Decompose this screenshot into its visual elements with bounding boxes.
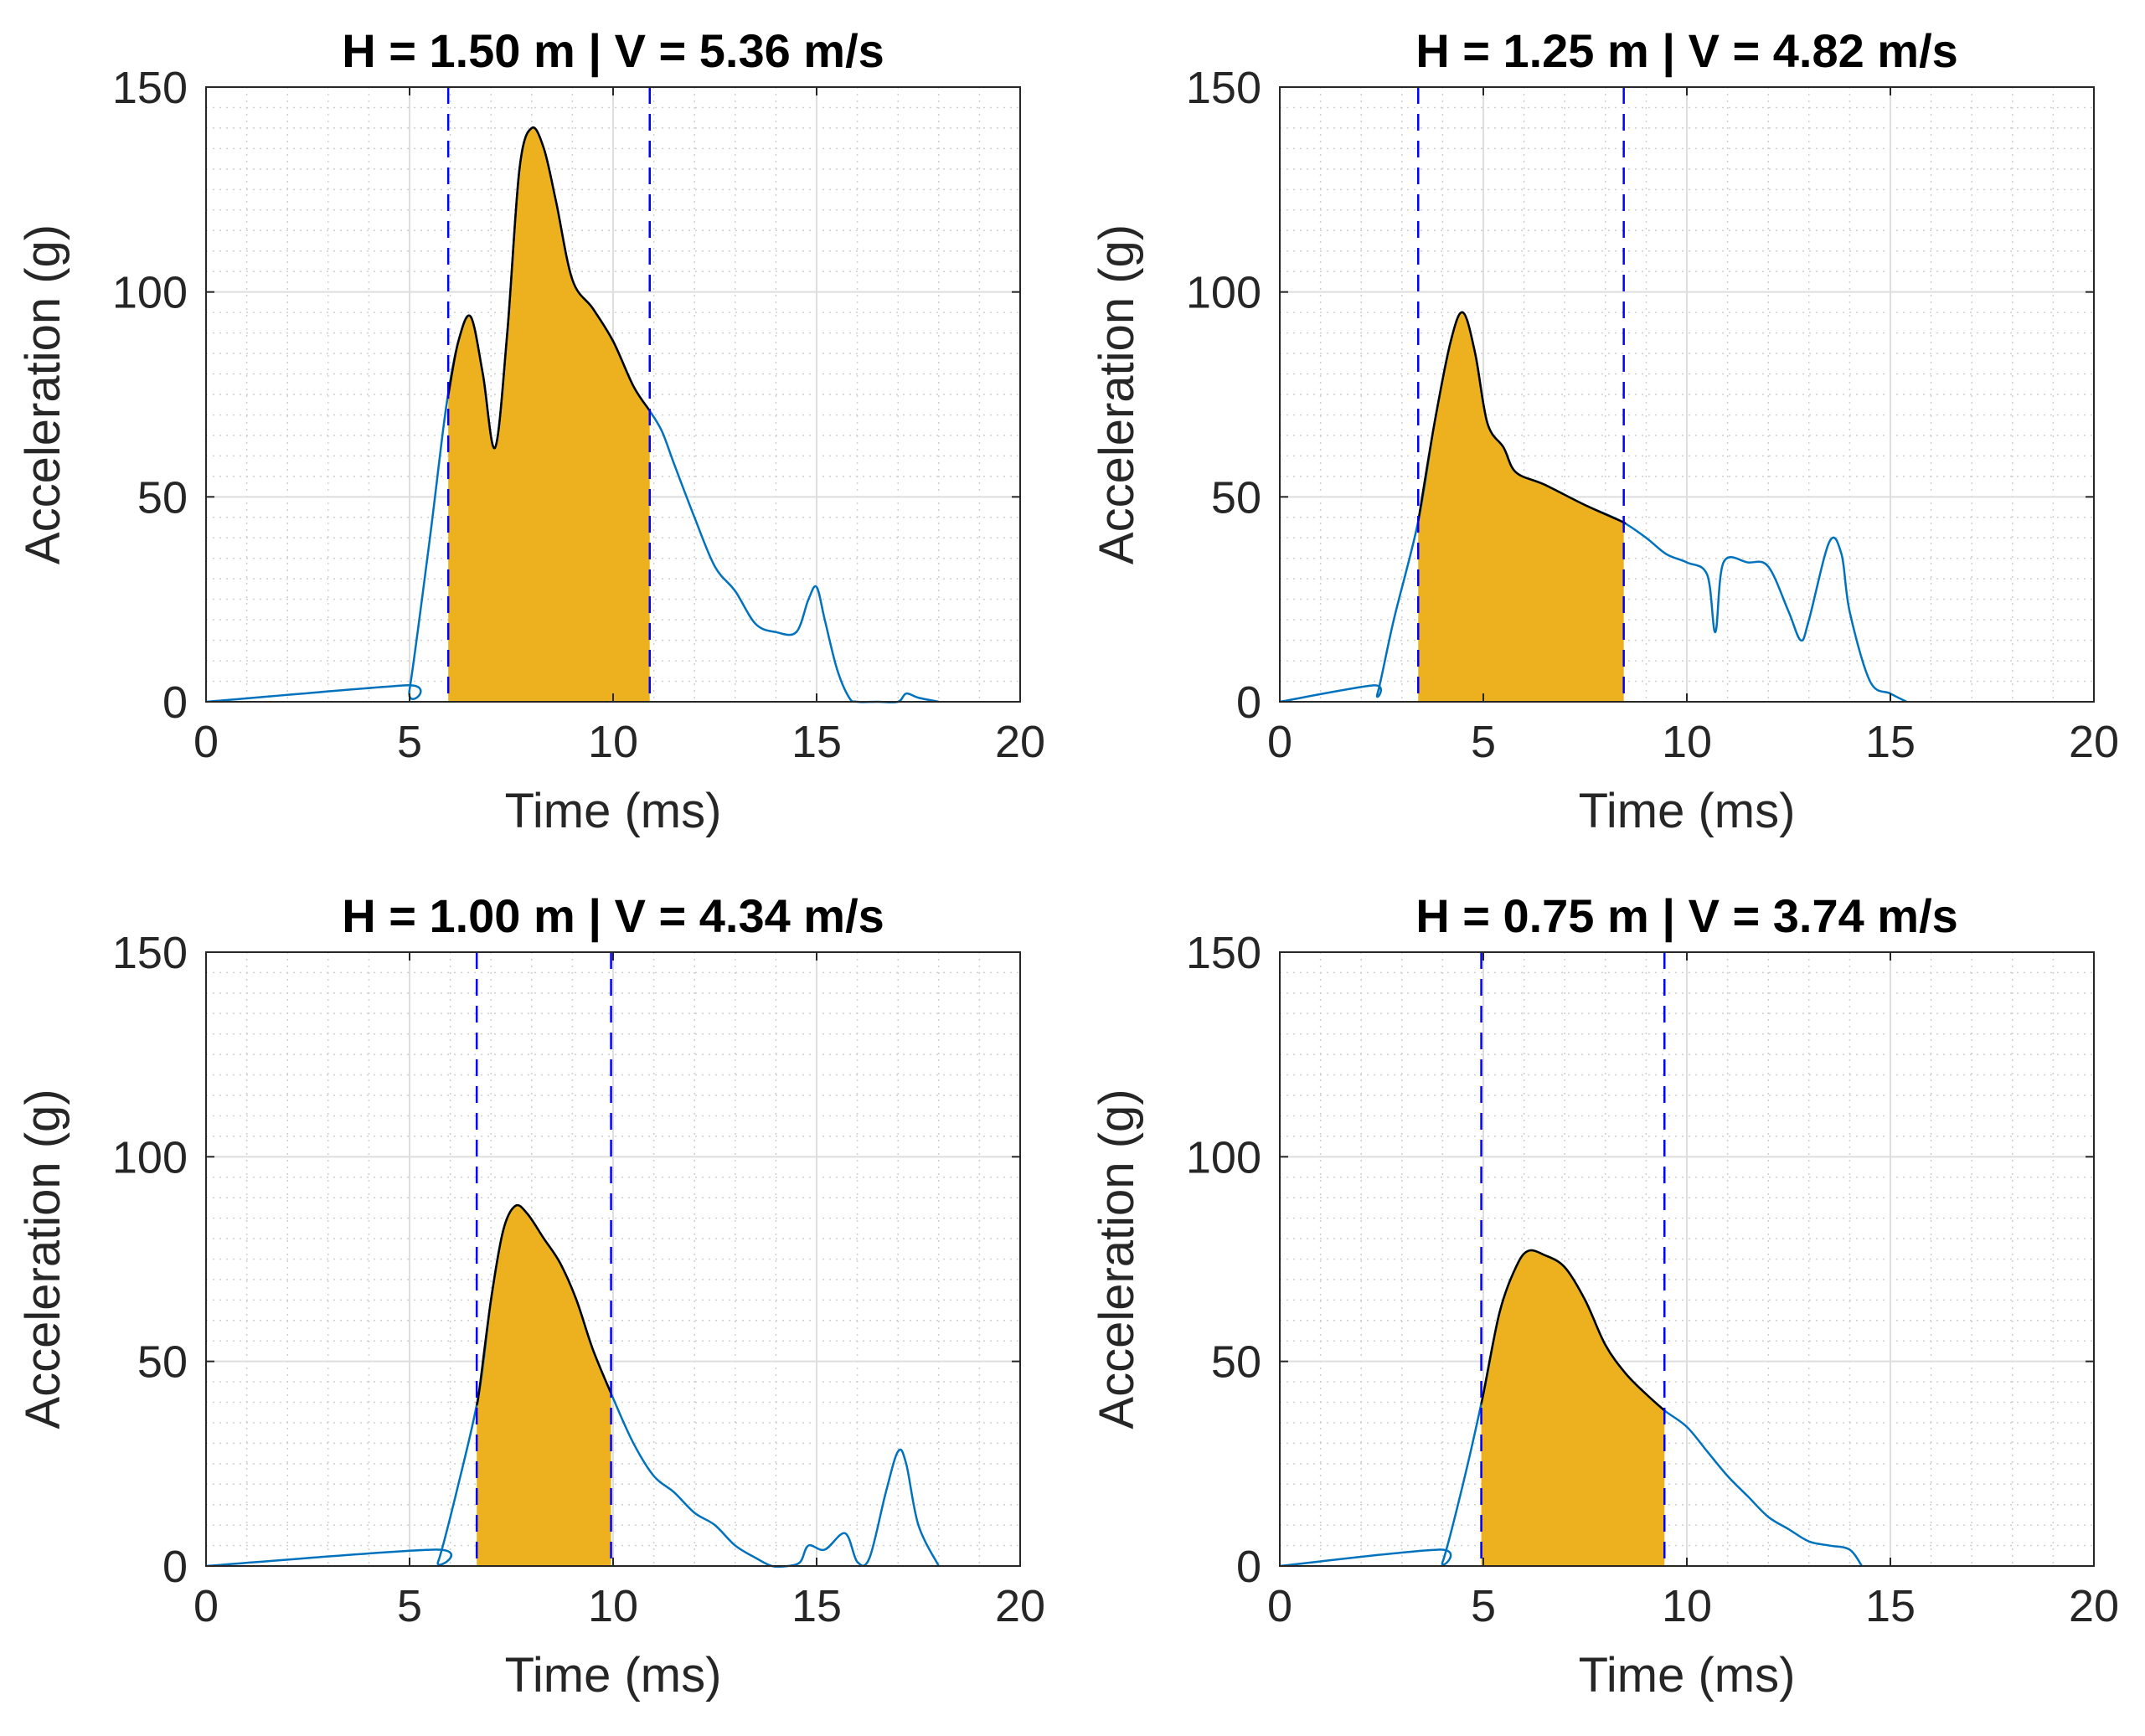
y-tick-label: 50 xyxy=(1211,1337,1261,1388)
x-axis-label: Time (ms) xyxy=(505,784,722,838)
x-tick-label: 10 xyxy=(588,1581,638,1631)
x-tick-label: 0 xyxy=(193,717,219,767)
panel-3: 0 5 10 15 20 0 50 100 150 H = 1.00 m | V = 4.34 m… xyxy=(16,889,1045,1703)
y-tick-label: 150 xyxy=(112,928,188,978)
y-tick-label: 100 xyxy=(112,1132,188,1182)
y-axis-label: Acceleration (g) xyxy=(16,224,70,564)
x-tick-label: 10 xyxy=(1662,1581,1712,1631)
x-tick-label: 5 xyxy=(397,717,422,767)
panel-2: 0 5 10 15 20 0 50 100 150 H = 1.25 m | V = 4.82 m… xyxy=(1090,24,2119,838)
x-tick-label: 0 xyxy=(1267,717,1292,767)
y-tick-label: 0 xyxy=(1236,1542,1261,1592)
y-tick-label: 50 xyxy=(137,472,188,523)
x-tick-label: 5 xyxy=(1471,1581,1496,1631)
chart-title: H = 0.75 m | V = 3.74 m/s xyxy=(1415,889,1958,943)
y-tick-label: 100 xyxy=(1186,1132,1261,1182)
shaded-impulse-area xyxy=(477,1205,611,1566)
x-tick-label: 15 xyxy=(791,717,842,767)
x-axis-label: Time (ms) xyxy=(1579,1648,1796,1703)
y-tick-label: 100 xyxy=(1186,268,1261,318)
x-tick-label: 5 xyxy=(1471,717,1496,767)
shaded-area-outline xyxy=(446,126,651,450)
x-tick-label: 0 xyxy=(193,1581,219,1631)
y-axis-label: Acceleration (g) xyxy=(1090,1089,1144,1429)
y-tick-label: 150 xyxy=(1186,63,1261,113)
x-tick-label: 0 xyxy=(1267,1581,1292,1631)
shaded-area-outline xyxy=(475,1203,612,1406)
shaded-impulse-area xyxy=(1418,312,1626,702)
x-tick-label: 20 xyxy=(2069,1581,2119,1631)
x-tick-label: 15 xyxy=(1865,717,1916,767)
y-tick-label: 100 xyxy=(112,268,188,318)
panel-1: 0 5 10 15 20 0 50 100 150 H = 1.50 m | V = 5.36 m… xyxy=(16,24,1045,838)
y-tick-label: 50 xyxy=(1211,472,1261,523)
shaded-area-outline xyxy=(1480,1249,1666,1412)
chart-title: H = 1.25 m | V = 4.82 m/s xyxy=(1415,24,1958,78)
x-tick-label: 10 xyxy=(1662,717,1712,767)
x-tick-label: 20 xyxy=(2069,717,2119,767)
x-tick-label: 20 xyxy=(995,717,1045,767)
x-axis-label: Time (ms) xyxy=(1579,784,1796,838)
x-tick-label: 5 xyxy=(397,1581,422,1631)
x-tick-label: 20 xyxy=(995,1581,1045,1631)
x-tick-label: 15 xyxy=(1865,1581,1916,1631)
shaded-impulse-area xyxy=(448,127,650,703)
y-tick-label: 0 xyxy=(162,1542,188,1592)
x-axis-label: Time (ms) xyxy=(505,1648,722,1703)
y-axis-label: Acceleration (g) xyxy=(16,1089,70,1429)
y-tick-label: 150 xyxy=(112,63,188,113)
chart-title: H = 1.50 m | V = 5.36 m/s xyxy=(342,24,884,78)
y-tick-label: 150 xyxy=(1186,928,1261,978)
panel-4: 0 5 10 15 20 0 50 100 150 H = 0.75 m | V = 3.74 m… xyxy=(1090,889,2119,1703)
chart-title: H = 1.00 m | V = 4.34 m/s xyxy=(342,889,884,943)
y-tick-label: 0 xyxy=(1236,677,1261,728)
shaded-area-outline xyxy=(1417,311,1627,524)
x-tick-label: 15 xyxy=(791,1581,842,1631)
y-axis-label: Acceleration (g) xyxy=(1090,224,1144,564)
x-tick-label: 10 xyxy=(588,717,638,767)
y-tick-label: 50 xyxy=(137,1337,188,1388)
shaded-impulse-area xyxy=(1481,1249,1665,1566)
y-tick-label: 0 xyxy=(162,677,188,728)
